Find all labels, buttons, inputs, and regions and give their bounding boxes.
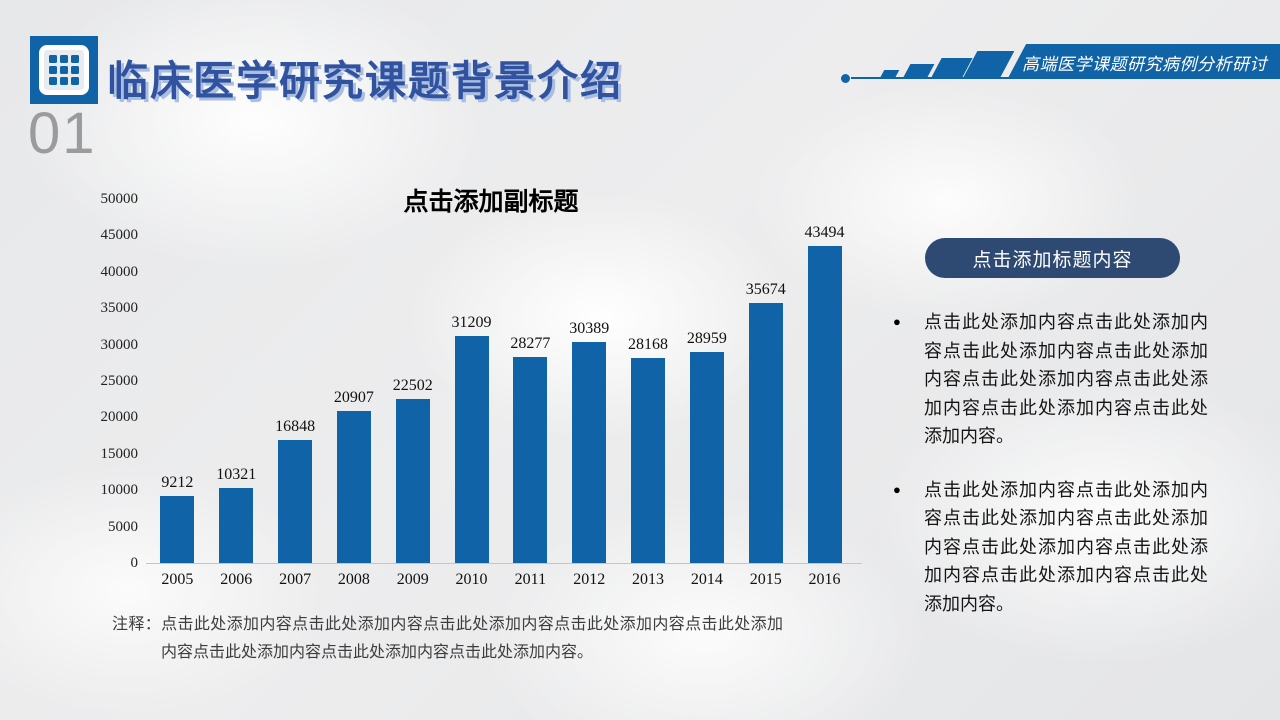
- note-text: 点击此处添加内容点击此处添加内容点击此处添加内容点击此处添加内容点击此处添加内容…: [161, 616, 783, 661]
- x-tick-label: 2015: [749, 571, 782, 588]
- title-content-button-label: 点击添加标题内容: [972, 249, 1133, 271]
- bar-value-label: 22502: [392, 377, 433, 394]
- bullet-text-1: 点击此处添加内容点击此处添加内容点击此处添加内容点击此处添加内容点击此处添加内容…: [924, 312, 1208, 446]
- bar-column: 31209: [442, 199, 501, 563]
- bar-value-label: 28277: [510, 335, 551, 352]
- x-axis-labels: 2005 2006 2007 2008 2009 2010 2011 2012 2013 2014…: [148, 571, 854, 589]
- dot-icon: [841, 74, 850, 83]
- bar-2012: [572, 342, 607, 563]
- bar-value-label: 10321: [216, 466, 257, 483]
- bar-2011: [513, 357, 548, 563]
- bar-column: 16848: [266, 199, 325, 563]
- x-tick-label: 2008: [337, 571, 370, 588]
- bar-2006: [219, 488, 254, 563]
- plot-area: 9212 10321 16848 20907 22502 31209 28277 30389 2…: [148, 199, 854, 563]
- bar-value-label: 9212: [161, 474, 194, 491]
- bar-2014: [689, 352, 724, 563]
- bar-column: 9212: [148, 199, 207, 563]
- chart-title: 点击添加副标题: [403, 188, 579, 216]
- y-tick-label: 35000: [100, 300, 139, 317]
- bar-value-label: 30389: [569, 320, 610, 337]
- x-tick-label: 2012: [573, 571, 606, 588]
- bar-2016: [807, 246, 842, 563]
- bar-chart: 点击添加副标题 50000 45000 40000 35000 30000 25000 20…: [58, 182, 868, 602]
- x-tick-label: 2005: [161, 571, 194, 588]
- decor-line: [851, 77, 1280, 79]
- x-tick-label: 2014: [690, 571, 723, 588]
- y-tick-label: 30000: [100, 336, 139, 353]
- bar-value-label: 28959: [686, 330, 727, 347]
- bar-column: 28277: [501, 199, 560, 563]
- bar-column: 20907: [324, 199, 383, 563]
- step-shape-2: [903, 64, 935, 78]
- y-tick-label: 25000: [100, 373, 139, 389]
- chart-note: 注释：点击此处添加内容点击此处添加内容点击此处添加内容点击此处添加内容点击此处添…: [112, 611, 783, 667]
- y-tick-label: 20000: [100, 409, 139, 426]
- bar-column: 30389: [560, 199, 619, 563]
- bar-column: 22502: [383, 199, 442, 563]
- y-tick-label: 50000: [100, 191, 139, 207]
- bullet-list: ● 点击此处添加内容点击此处添加内容点击此处添加内容点击此处添加内容点击此处添加…: [893, 308, 1208, 618]
- bar-value-label: 28168: [628, 336, 669, 353]
- y-tick-label: 15000: [100, 445, 139, 462]
- bar-value-label: 43494: [804, 224, 845, 241]
- y-tick-label: 40000: [100, 263, 139, 280]
- grid-icon: [30, 36, 98, 104]
- slide-title: 临床医学研究课题背景介绍: [107, 58, 623, 104]
- bar-2009: [395, 399, 430, 563]
- bar-column: 43494: [795, 199, 854, 563]
- bar-2010: [454, 336, 489, 563]
- x-tick-label: 2009: [396, 571, 429, 588]
- bar-2007: [278, 440, 313, 563]
- x-tick-label: 2016: [808, 571, 841, 588]
- bar-value-label: 35674: [745, 281, 786, 298]
- y-tick-label: 5000: [108, 518, 138, 535]
- y-tick-label: 10000: [100, 482, 139, 499]
- title-content-button[interactable]: 点击添加标题内容: [925, 238, 1180, 278]
- banner-text: 高端医学课题研究病例分析研讨: [1022, 55, 1267, 74]
- bullet-text-2: 点击此处添加内容点击此处添加内容点击此处添加内容点击此处添加内容点击此处添加内容…: [924, 479, 1208, 614]
- list-item: ● 点击此处添加内容点击此处添加内容点击此处添加内容点击此处添加内容点击此处添加…: [893, 308, 1208, 451]
- bullet-icon: ●: [893, 481, 901, 497]
- list-item: ● 点击此处添加内容点击此处添加内容点击此处添加内容点击此处添加内容点击此处添加…: [893, 476, 1208, 619]
- y-tick-label: 0: [130, 555, 139, 571]
- bar-2008: [336, 411, 371, 563]
- bar-value-label: 20907: [333, 389, 374, 406]
- x-tick-label: 2010: [455, 571, 488, 588]
- grid-icon-inner: [39, 45, 89, 95]
- step-shape-4: [963, 51, 1015, 78]
- x-tick-label: 2007: [279, 571, 312, 588]
- bar-2013: [631, 358, 666, 563]
- y-tick-label: 45000: [100, 227, 139, 244]
- bar-column: 28168: [619, 199, 678, 563]
- note-label: 注释：: [112, 616, 162, 633]
- bar-column: 35674: [736, 199, 795, 563]
- x-axis-line: [146, 563, 862, 564]
- bar-value-label: 16848: [275, 418, 316, 435]
- bar-2005: [160, 496, 195, 563]
- section-number: 01: [28, 101, 97, 166]
- x-tick-label: 2013: [632, 571, 665, 588]
- bar-2015: [748, 303, 783, 563]
- bar-column: 10321: [207, 199, 266, 563]
- bar-value-label: 31209: [451, 314, 492, 331]
- x-tick-label: 2006: [220, 571, 253, 588]
- bullet-icon: ●: [893, 314, 901, 329]
- x-tick-label: 2011: [514, 571, 547, 588]
- bar-column: 28959: [677, 199, 736, 563]
